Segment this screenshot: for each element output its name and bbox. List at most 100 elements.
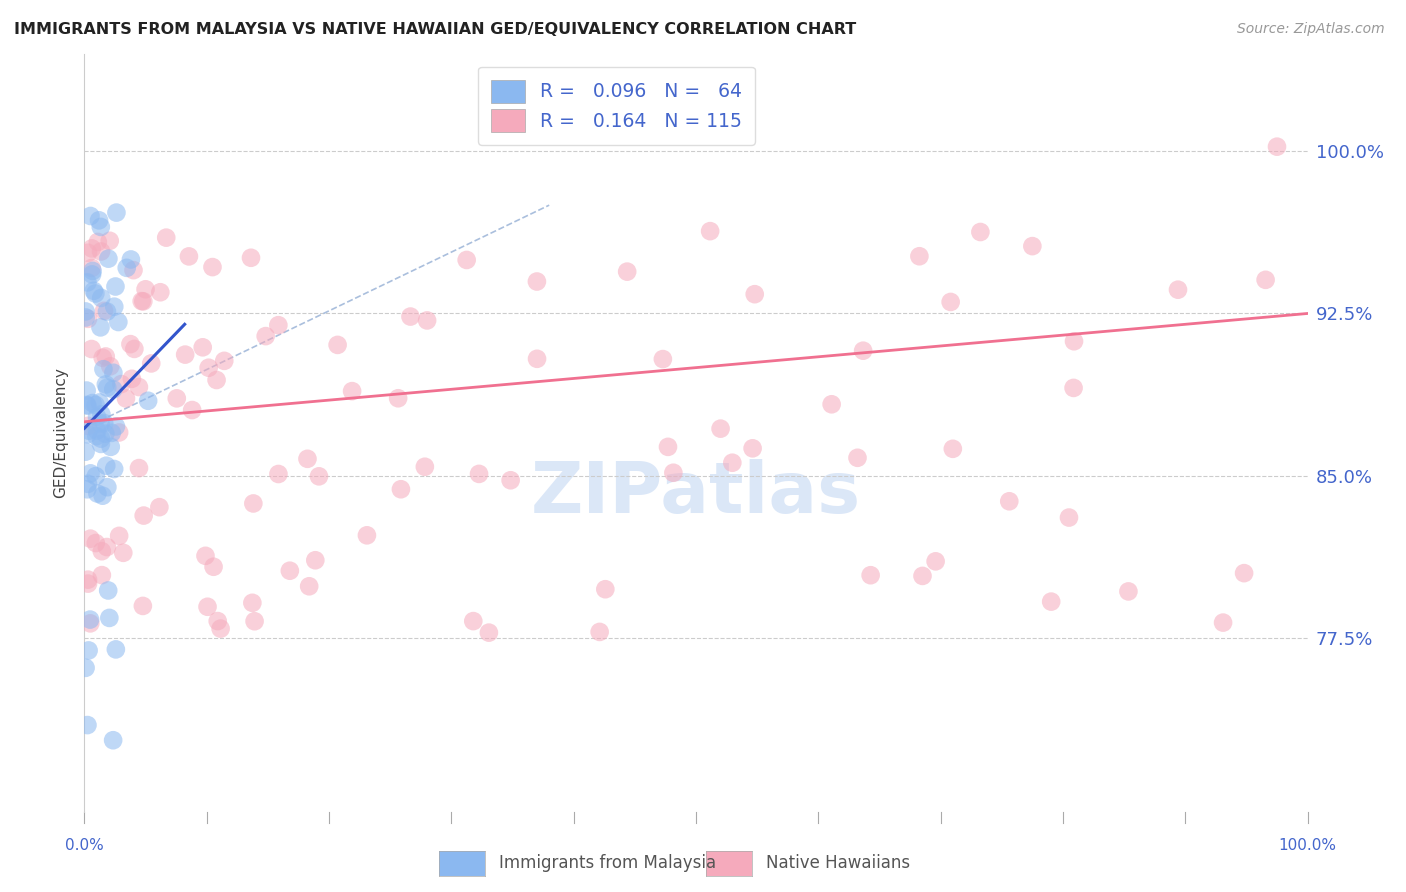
Point: [177, 249, 200, 263]
Point: [77, 576, 100, 591]
Point: [132, 508, 155, 523]
Point: [84, 398, 107, 412]
Point: [94, 377, 117, 392]
Point: [969, 225, 991, 239]
Point: [107, 315, 129, 329]
Point: [77, 245, 100, 260]
Point: [82, 396, 104, 410]
Point: [77, 476, 100, 491]
Point: [174, 348, 197, 362]
Point: [209, 622, 232, 636]
Point: [93, 416, 115, 430]
Point: [110, 377, 132, 392]
Point: [194, 549, 217, 563]
Point: [120, 252, 142, 267]
Point: [90, 568, 112, 582]
Point: [456, 252, 478, 267]
Point: [103, 300, 125, 314]
Point: [340, 384, 363, 398]
Point: [90, 432, 112, 446]
Point: [616, 265, 638, 279]
Point: [79, 613, 101, 627]
Point: [86, 486, 108, 500]
Point: [101, 733, 124, 747]
Point: [820, 397, 842, 411]
Point: [136, 393, 159, 408]
Point: [89, 395, 111, 409]
Point: [197, 360, 219, 375]
Point: [243, 614, 266, 628]
Point: [205, 373, 228, 387]
Point: [77, 311, 100, 326]
Point: [87, 235, 110, 249]
Point: [1265, 139, 1288, 153]
Point: [101, 425, 124, 440]
Point: [741, 442, 763, 456]
Point: [721, 456, 744, 470]
Text: Native Hawaiians: Native Hawaiians: [766, 855, 911, 872]
Point: [77, 418, 100, 433]
Point: [87, 213, 110, 227]
Point: [1118, 584, 1140, 599]
Point: [128, 461, 150, 475]
Point: [526, 275, 548, 289]
Point: [128, 380, 150, 394]
Point: [852, 343, 875, 358]
Point: [96, 304, 118, 318]
Point: [207, 614, 229, 628]
Point: [166, 392, 188, 406]
Point: [242, 496, 264, 510]
Point: [103, 462, 125, 476]
Point: [108, 529, 131, 543]
Point: [90, 407, 112, 421]
Point: [97, 583, 120, 598]
Point: [90, 544, 112, 558]
Point: [77, 424, 100, 438]
Point: [80, 241, 103, 255]
Point: [744, 287, 766, 301]
Point: [240, 251, 263, 265]
Point: [859, 568, 882, 582]
Point: [657, 440, 679, 454]
Point: [1167, 283, 1189, 297]
Point: [98, 611, 121, 625]
Point: [141, 356, 163, 370]
Point: [115, 260, 138, 275]
Point: [131, 294, 153, 309]
Point: [149, 285, 172, 300]
Text: ZIPatlas: ZIPatlas: [531, 458, 860, 528]
Point: [278, 564, 301, 578]
Text: IMMIGRANTS FROM MALAYSIA VS NATIVE HAWAIIAN GED/EQUIVALENCY CORRELATION CHART: IMMIGRANTS FROM MALAYSIA VS NATIVE HAWAI…: [14, 22, 856, 37]
Point: [94, 426, 117, 441]
Point: [135, 282, 157, 296]
Point: [308, 469, 330, 483]
Point: [75, 310, 97, 325]
Point: [122, 263, 145, 277]
Point: [83, 284, 105, 298]
Point: [84, 469, 107, 483]
Point: [478, 625, 501, 640]
Point: [90, 219, 112, 234]
Point: [90, 244, 112, 259]
Point: [76, 718, 98, 732]
Point: [91, 351, 114, 365]
Point: [93, 303, 115, 318]
Point: [100, 440, 122, 454]
Point: [103, 366, 125, 380]
Point: [413, 459, 436, 474]
Point: [1233, 566, 1256, 581]
Point: [79, 209, 101, 223]
Y-axis label: GED/Equivalency: GED/Equivalency: [53, 368, 69, 498]
Point: [90, 417, 112, 431]
Point: [399, 310, 422, 324]
Point: [91, 489, 114, 503]
Point: [80, 268, 103, 282]
Point: [77, 643, 100, 657]
Point: [132, 599, 155, 613]
Point: [96, 540, 118, 554]
Point: [112, 546, 135, 560]
Point: [699, 224, 721, 238]
Point: [103, 382, 125, 396]
Legend: R =   0.096   N =   64, R =   0.164   N = 115: R = 0.096 N = 64, R = 0.164 N = 115: [478, 67, 755, 145]
Point: [939, 295, 962, 310]
